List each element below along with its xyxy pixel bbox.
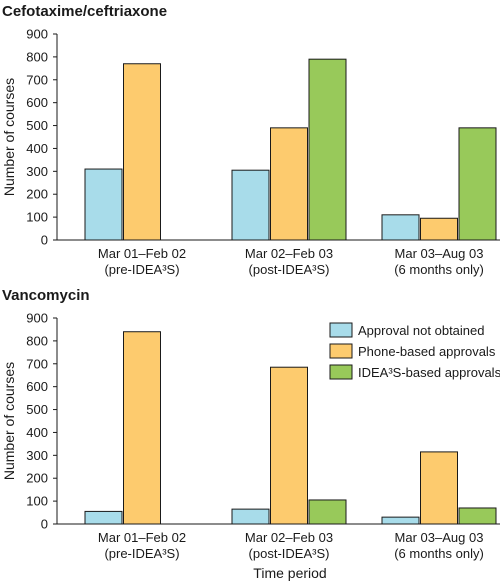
x-tick-label: Mar 02–Feb 03 bbox=[245, 246, 333, 261]
bar-idea-s-based-approvals-3 bbox=[458, 507, 497, 525]
y-tick-label: 400 bbox=[26, 425, 48, 440]
bar-approval-not-obtained-3 bbox=[381, 516, 420, 525]
x-tick-label: (pre-IDEA³S) bbox=[104, 262, 179, 277]
y-tick-label: 300 bbox=[26, 164, 48, 179]
legend-entry: Approval not obtained bbox=[358, 323, 484, 338]
bar-approval-not-obtained-1 bbox=[84, 510, 123, 525]
chart-title: Cefotaxime/ceftriaxone bbox=[2, 3, 167, 20]
bar-approval-not-obtained-2 bbox=[231, 508, 270, 525]
bar-idea-s-based-approvals-2 bbox=[308, 58, 347, 241]
bar-approval-not-obtained-2 bbox=[231, 169, 270, 241]
bar-phone-based-approvals-2 bbox=[270, 127, 308, 241]
y-tick-label: 700 bbox=[26, 72, 48, 87]
y-tick-label: 600 bbox=[26, 95, 48, 110]
bar-phone-based-approvals-2 bbox=[270, 366, 308, 525]
x-tick-label: Mar 02–Feb 03 bbox=[245, 530, 333, 545]
x-axis-label: Time period bbox=[253, 565, 326, 581]
y-tick-label: 800 bbox=[26, 49, 48, 64]
chart-title: Vancomycin bbox=[2, 287, 90, 304]
x-tick-label: Mar 01–Feb 02 bbox=[98, 246, 186, 261]
y-tick-label: 100 bbox=[26, 210, 48, 225]
y-tick-label: 0 bbox=[41, 517, 48, 532]
y-tick-label: 100 bbox=[26, 494, 48, 509]
y-tick-label: 0 bbox=[41, 233, 48, 248]
y-tick-label: 900 bbox=[26, 311, 48, 326]
y-tick-label: 200 bbox=[26, 471, 48, 486]
y-tick-label: 500 bbox=[26, 402, 48, 417]
x-tick-label: Mar 01–Feb 02 bbox=[98, 530, 186, 545]
x-tick-label: Mar 03–Aug 03 bbox=[395, 246, 484, 261]
x-tick-label: (6 months only) bbox=[394, 546, 484, 561]
bar-approval-not-obtained-1 bbox=[84, 168, 123, 241]
x-tick-label: (post-IDEA³S) bbox=[249, 262, 330, 277]
y-tick-label: 300 bbox=[26, 448, 48, 463]
bar-phone-based-approvals-1 bbox=[123, 63, 161, 241]
y-tick-label: 700 bbox=[26, 356, 48, 371]
bar-phone-based-approvals-3 bbox=[420, 217, 458, 241]
x-tick-label: (pre-IDEA³S) bbox=[104, 546, 179, 561]
legend: Approval not obtained Phone-based approva… bbox=[329, 322, 500, 380]
legend-entry: IDEA³S-based approvals bbox=[358, 365, 500, 380]
y-tick-label: 600 bbox=[26, 379, 48, 394]
y-axis-label: Number of courses bbox=[1, 78, 17, 196]
y-tick-label: 400 bbox=[26, 141, 48, 156]
x-tick-label: (post-IDEA³S) bbox=[249, 546, 330, 561]
x-tick-label: (6 months only) bbox=[394, 262, 484, 277]
bar-phone-based-approvals-3 bbox=[420, 451, 458, 525]
legend-swatch bbox=[329, 364, 353, 380]
legend-entry: Phone-based approvals bbox=[358, 344, 496, 359]
x-tick-label: Mar 03–Aug 03 bbox=[395, 530, 484, 545]
y-axis-label: Number of courses bbox=[1, 362, 17, 480]
bar-approval-not-obtained-3 bbox=[381, 214, 420, 241]
y-tick-label: 900 bbox=[26, 27, 48, 42]
bar-phone-based-approvals-1 bbox=[123, 331, 161, 525]
y-tick-label: 200 bbox=[26, 187, 48, 202]
y-tick-label: 800 bbox=[26, 333, 48, 348]
legend-swatch bbox=[329, 343, 353, 359]
bar-idea-s-based-approvals-2 bbox=[308, 499, 347, 525]
chart-panel-2: Vancomycin Number of courses 0 100 200 300 400… bbox=[1, 287, 500, 561]
bar-idea-s-based-approvals-3 bbox=[458, 127, 497, 241]
legend-swatch bbox=[329, 322, 353, 338]
chart-panel-1: Cefotaxime/ceftriaxone Number of courses 0… bbox=[1, 3, 500, 277]
y-tick-label: 500 bbox=[26, 118, 48, 133]
